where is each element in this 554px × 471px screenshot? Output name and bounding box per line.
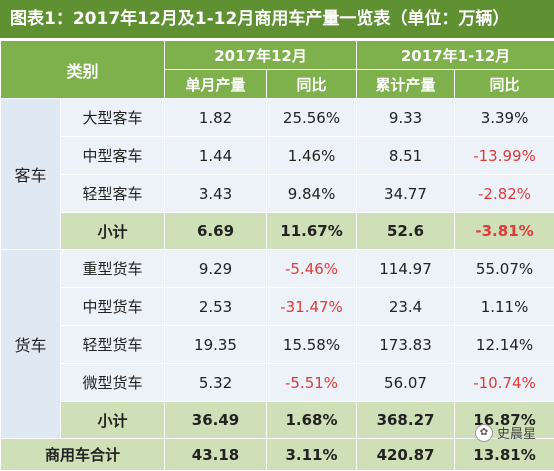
header-yoy-cumulative: 同比 xyxy=(455,70,554,99)
cumulative-yoy: 1.11% xyxy=(455,288,554,326)
table-row: 客车 大型客车 1.82 25.56% 9.33 3.39% xyxy=(1,99,554,137)
row-name: 中型客车 xyxy=(61,137,165,175)
cumulative-value: 368.27 xyxy=(357,402,455,439)
table-row: 中型客车 1.44 1.46% 8.51 -13.99% xyxy=(1,137,554,175)
cumulative-yoy: 3.39% xyxy=(455,99,554,137)
monthly-yoy: 1.68% xyxy=(267,402,357,439)
header-period-dec: 2017年12月 xyxy=(165,41,357,70)
cumulative-yoy: 55.07% xyxy=(455,250,554,288)
table-row: 轻型客车 3.43 9.84% 34.77 -2.82% xyxy=(1,175,554,213)
monthly-value: 19.35 xyxy=(165,326,267,364)
group-label-cargo: 货车 xyxy=(1,250,61,439)
header-category: 类别 xyxy=(1,41,165,99)
monthly-yoy: 11.67% xyxy=(267,213,357,250)
cumulative-value: 56.07 xyxy=(357,364,455,402)
header-monthly-output: 单月产量 xyxy=(165,70,267,99)
row-name: 小计 xyxy=(61,213,165,250)
monthly-yoy: 9.84% xyxy=(267,175,357,213)
monthly-yoy: -5.51% xyxy=(267,364,357,402)
monthly-yoy: -31.47% xyxy=(267,288,357,326)
monthly-value: 1.82 xyxy=(165,99,267,137)
production-table: 类别 2017年12月 2017年1-12月 单月产量 同比 累计产量 同比 客… xyxy=(0,40,554,471)
row-name: 大型客车 xyxy=(61,99,165,137)
row-name: 轻型客车 xyxy=(61,175,165,213)
monthly-value: 3.43 xyxy=(165,175,267,213)
cumulative-yoy: -3.81% xyxy=(455,213,554,250)
monthly-value: 2.53 xyxy=(165,288,267,326)
monthly-value: 43.18 xyxy=(165,439,267,471)
row-name: 商用车合计 xyxy=(1,439,165,471)
cumulative-value: 8.51 xyxy=(357,137,455,175)
subtotal-row: 小计 6.69 11.67% 52.6 -3.81% xyxy=(1,213,554,250)
watermark-text: 史晨星 xyxy=(497,423,536,442)
wechat-icon: ✿ xyxy=(475,424,493,442)
watermark: ✿ 史晨星 xyxy=(475,423,536,442)
table-row: 货车 重型货车 9.29 -5.46% 114.97 55.07% xyxy=(1,250,554,288)
header-yoy-monthly: 同比 xyxy=(267,70,357,99)
monthly-value: 6.69 xyxy=(165,213,267,250)
cumulative-yoy: -10.74% xyxy=(455,364,554,402)
row-name: 中型货车 xyxy=(61,288,165,326)
row-name: 重型货车 xyxy=(61,250,165,288)
table-title: 图表1：2017年12月及1-12月商用车产量一览表（单位：万辆） xyxy=(0,0,554,38)
table-row: 轻型货车 19.35 15.58% 173.83 12.14% xyxy=(1,326,554,364)
monthly-yoy: 25.56% xyxy=(267,99,357,137)
row-name: 轻型货车 xyxy=(61,326,165,364)
cumulative-value: 114.97 xyxy=(357,250,455,288)
group-label-passenger: 客车 xyxy=(1,99,61,250)
table-row: 中型货车 2.53 -31.47% 23.4 1.11% xyxy=(1,288,554,326)
cumulative-value: 52.6 xyxy=(357,213,455,250)
cumulative-yoy: -2.82% xyxy=(455,175,554,213)
cumulative-value: 173.83 xyxy=(357,326,455,364)
cumulative-value: 34.77 xyxy=(357,175,455,213)
row-name: 微型货车 xyxy=(61,364,165,402)
monthly-value: 36.49 xyxy=(165,402,267,439)
monthly-value: 9.29 xyxy=(165,250,267,288)
cumulative-yoy: 13.81% xyxy=(455,439,554,471)
cumulative-value: 9.33 xyxy=(357,99,455,137)
cumulative-value: 23.4 xyxy=(357,288,455,326)
table-row: 微型货车 5.32 -5.51% 56.07 -10.74% xyxy=(1,364,554,402)
monthly-yoy: 15.58% xyxy=(267,326,357,364)
cumulative-yoy: 12.14% xyxy=(455,326,554,364)
monthly-value: 1.44 xyxy=(165,137,267,175)
cumulative-yoy: -13.99% xyxy=(455,137,554,175)
table-figure: 图表1：2017年12月及1-12月商用车产量一览表（单位：万辆） 类别 201… xyxy=(0,0,554,446)
monthly-value: 5.32 xyxy=(165,364,267,402)
monthly-yoy: 1.46% xyxy=(267,137,357,175)
monthly-yoy: 3.11% xyxy=(267,439,357,471)
row-name: 小计 xyxy=(61,402,165,439)
subtotal-row: 小计 36.49 1.68% 368.27 16.87% xyxy=(1,402,554,439)
total-row: 商用车合计 43.18 3.11% 420.87 13.81% xyxy=(1,439,554,471)
header-period-ytd: 2017年1-12月 xyxy=(357,41,554,70)
monthly-yoy: -5.46% xyxy=(267,250,357,288)
cumulative-value: 420.87 xyxy=(357,439,455,471)
header-cumulative-output: 累计产量 xyxy=(357,70,455,99)
